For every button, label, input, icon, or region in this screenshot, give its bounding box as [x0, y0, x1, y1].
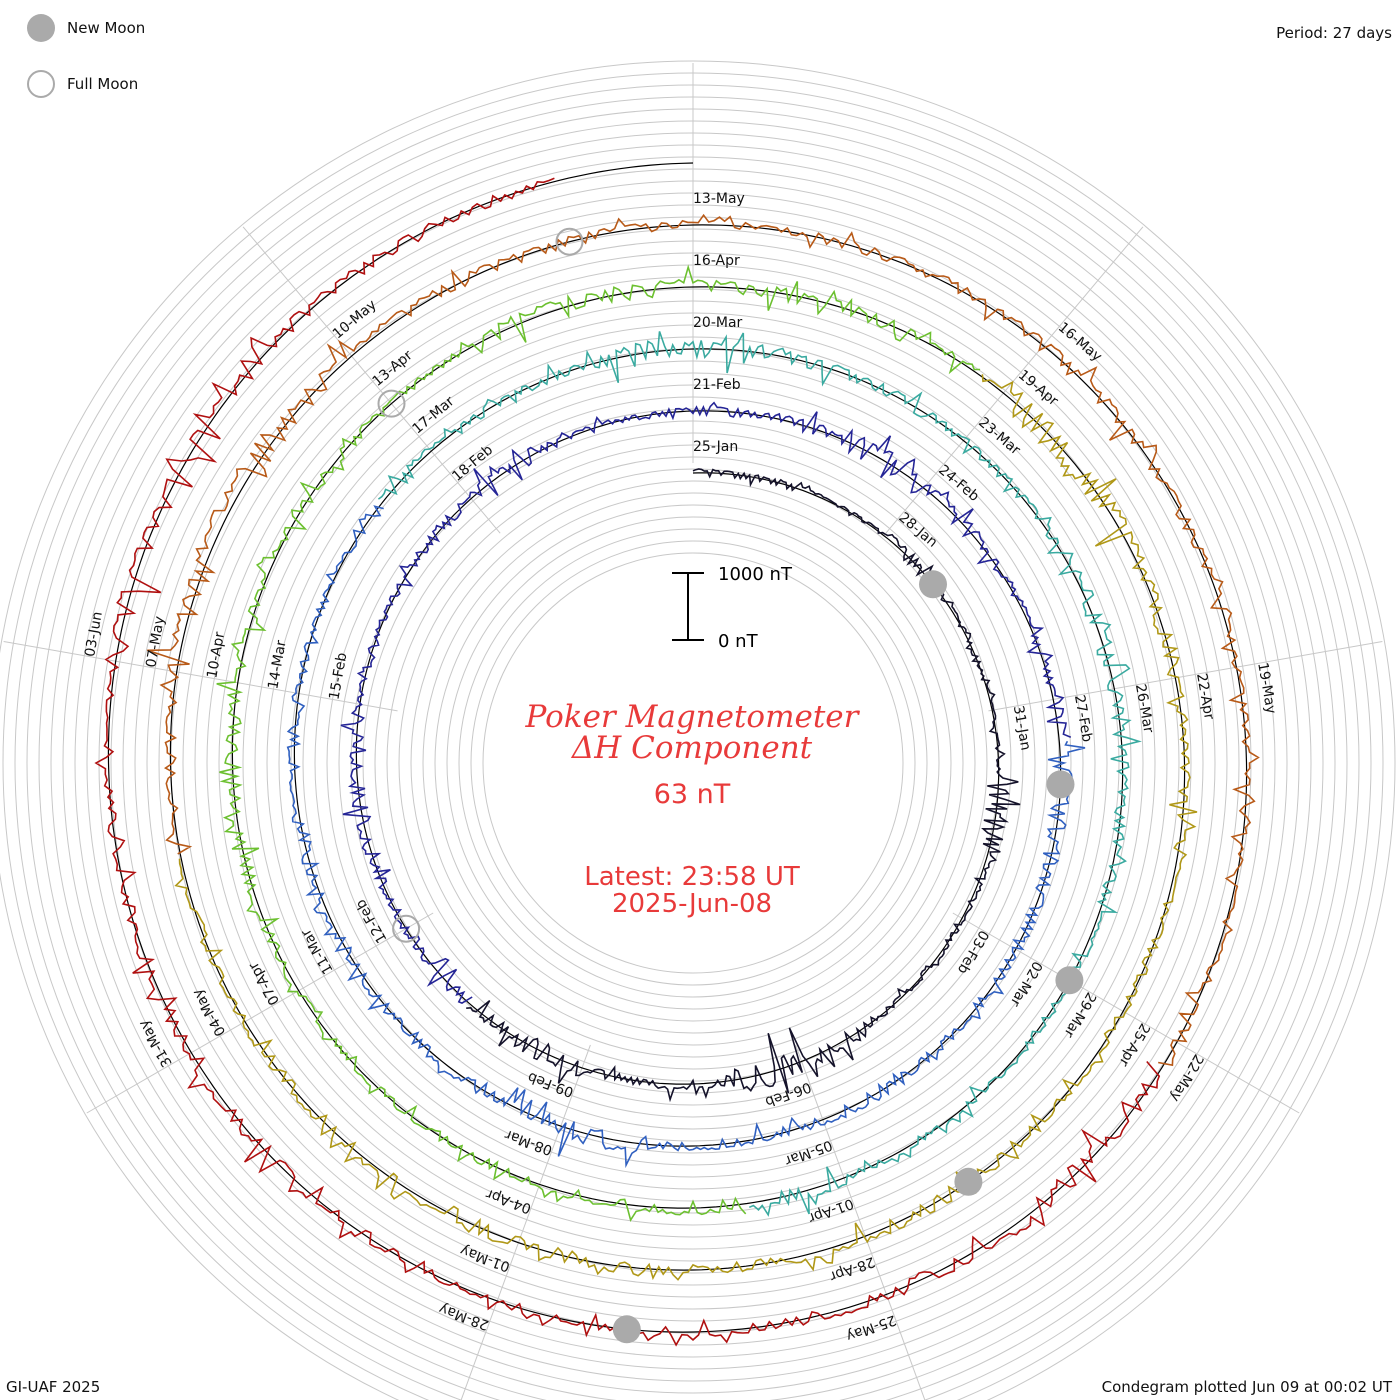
- footer-left: GI-UAF 2025: [6, 1378, 101, 1396]
- grid-spoke: [988, 640, 1383, 712]
- grid-ring: [398, 468, 988, 1058]
- tick-label: 06-Feb: [763, 1078, 813, 1109]
- tick-label: 31-Jan: [1010, 704, 1034, 751]
- legend-full-moon-label: Full Moon: [67, 75, 139, 93]
- series-line-5: [216, 264, 981, 1222]
- series-line-6: [174, 374, 1198, 1281]
- new-moon-icon: [27, 14, 55, 42]
- chart-title: Poker Magnetometer: [525, 699, 861, 735]
- latest-date-label: 2025-Jun-08: [612, 889, 772, 919]
- scale-bar: 1000 nT 0 nT: [672, 564, 793, 652]
- legend-full-moon: Full Moon: [27, 70, 138, 98]
- grid-ring: [410, 480, 976, 1046]
- tick-label: 10-Apr: [204, 631, 228, 680]
- series-line-3: [286, 505, 1086, 1169]
- axis-spiral-layer: [107, 162, 1248, 1333]
- grid-ring: [482, 552, 904, 974]
- grid-ring: [458, 528, 928, 998]
- moons-layer: [377, 227, 1084, 1344]
- tick-label: 26-Mar: [1132, 683, 1156, 735]
- scale-top-label: 1000 nT: [718, 564, 793, 585]
- grid-ring: [434, 504, 952, 1022]
- grid-spoke: [795, 1044, 926, 1400]
- tick-label: 25-May: [844, 1311, 898, 1344]
- tick-label: 14-Mar: [265, 639, 289, 691]
- tick-label: 24-Feb: [935, 462, 982, 505]
- new-moon-marker: [612, 1315, 641, 1344]
- axis-spiral: [107, 162, 1248, 1333]
- tick-label: 05-Mar: [782, 1137, 834, 1169]
- tick-label: 09-Feb: [526, 1069, 576, 1100]
- series-line-7: [146, 213, 1260, 1067]
- tick-label: 08-Mar: [503, 1126, 555, 1158]
- full-moon-icon: [27, 70, 55, 98]
- tick-label: 22-Apr: [1193, 672, 1217, 721]
- new-moon-marker: [919, 570, 947, 599]
- tick-label: 07-May: [143, 615, 168, 669]
- grid-spoke: [460, 1044, 591, 1400]
- grid-spoke: [952, 912, 1300, 1114]
- new-moon-marker: [1046, 770, 1075, 799]
- grid-spoke: [3, 640, 398, 712]
- spokes-layer: [3, 63, 1383, 1400]
- full-moon-marker: [377, 389, 406, 418]
- series-line-4: [377, 331, 1142, 1217]
- chart-subtitle: ΔH Component: [571, 730, 813, 766]
- tick-label: 01-May: [458, 1242, 512, 1275]
- period-label: Period: 27 days: [1276, 24, 1392, 42]
- scale-bottom-label: 0 nT: [718, 631, 759, 652]
- new-moon-marker: [954, 1167, 983, 1196]
- full-moon-marker: [392, 914, 421, 943]
- grid-spoke: [86, 912, 434, 1114]
- legend-new-moon-label: New Moon: [67, 19, 146, 37]
- grid-spoke: [885, 226, 1144, 534]
- tick-label: 03-Feb: [954, 927, 992, 976]
- center-titles: Poker Magnetometer ΔH Component 63 nT La…: [525, 699, 861, 919]
- tick-label: 27-Feb: [1071, 694, 1095, 744]
- tick-label: 21-Feb: [693, 377, 741, 393]
- scale-value-label: 63 nT: [654, 779, 731, 810]
- tick-label: 20-Mar: [693, 315, 743, 331]
- grid-ring: [0, 60, 1396, 1400]
- series-line-1: [466, 468, 1021, 1103]
- tick-label: 03-Jun: [82, 610, 106, 658]
- grid-ring: [422, 492, 964, 1034]
- latest-time-label: Latest: 23:58 UT: [584, 862, 800, 892]
- legend-new-moon: New Moon: [27, 14, 145, 42]
- new-moon-marker: [1055, 966, 1084, 995]
- series-line-8: [94, 177, 1161, 1347]
- tick-label: 28-Jan: [895, 510, 940, 551]
- full-moon-marker: [555, 227, 584, 256]
- tick-label: 04-Apr: [484, 1185, 534, 1216]
- tick-label: 16-Apr: [693, 253, 740, 269]
- grid-ring: [446, 516, 940, 1010]
- footer-right: Condegram plotted Jun 09 at 00:02 UT: [1101, 1378, 1392, 1396]
- tick-label: 25-Jan: [693, 439, 738, 455]
- grid-spoke: [242, 226, 501, 534]
- tick-label: 23-Mar: [975, 415, 1023, 459]
- tick-label: 17-Mar: [409, 393, 457, 437]
- grid-ring: [470, 540, 916, 986]
- tick-label: 13-May: [693, 191, 745, 207]
- tick-label: 28-May: [437, 1300, 491, 1333]
- tick-label: 19-Apr: [1015, 367, 1061, 409]
- tick-label: 04-May: [190, 986, 230, 1039]
- series-line-2: [340, 401, 1072, 1004]
